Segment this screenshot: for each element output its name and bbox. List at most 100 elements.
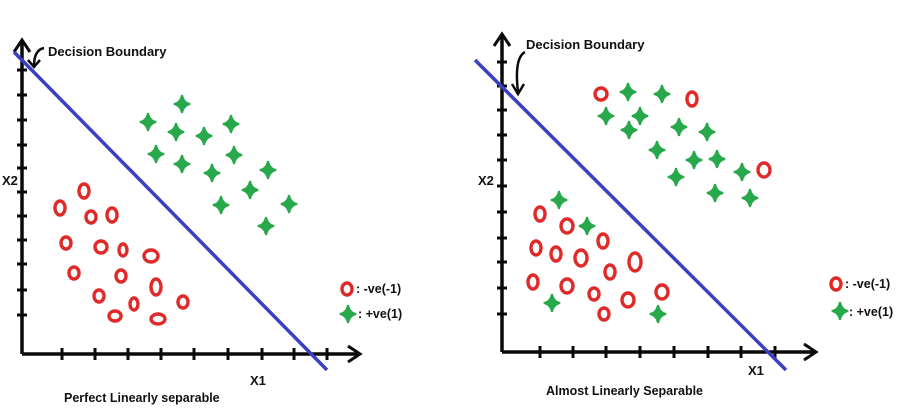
left-boundary-pointer-arrowhead bbox=[27, 59, 41, 69]
negative-point bbox=[603, 263, 617, 281]
negative-point bbox=[114, 268, 128, 284]
left-legend: : -ve(-1) : +ve(1) bbox=[339, 281, 402, 324]
positive-point bbox=[222, 114, 240, 134]
left-caption: Perfect Linearly separable bbox=[64, 391, 220, 405]
positive-point bbox=[147, 144, 165, 164]
negative-point bbox=[93, 239, 109, 255]
right-x-arrowhead bbox=[803, 342, 819, 362]
negative-point bbox=[597, 306, 611, 322]
negative-point bbox=[128, 296, 140, 312]
negative-point bbox=[107, 309, 123, 323]
left-decision-boundary-line bbox=[12, 50, 329, 372]
left-legend-positive-label: : +ve(1) bbox=[358, 307, 402, 321]
negative-point bbox=[559, 217, 575, 235]
right-legend-positive-label: : +ve(1) bbox=[849, 305, 893, 319]
positive-point bbox=[619, 82, 637, 102]
left-x-axis-label: X1 bbox=[250, 373, 266, 388]
right-axis-ticks bbox=[497, 60, 777, 358]
negative-point bbox=[559, 277, 575, 295]
right-legend-negative-marker bbox=[829, 276, 843, 292]
left-legend-positive-icon bbox=[339, 304, 357, 324]
negative-point bbox=[620, 291, 636, 309]
positive-point bbox=[667, 167, 685, 187]
negative-point bbox=[149, 277, 163, 297]
positive-point bbox=[543, 293, 561, 313]
positive-point bbox=[706, 183, 724, 203]
right-panel: Decision Boundary X2 X1 Almost Linearly … bbox=[473, 31, 893, 398]
positive-point bbox=[225, 145, 243, 165]
positive-point bbox=[241, 180, 259, 200]
right-boundary-label: Decision Boundary bbox=[526, 37, 645, 52]
positive-point bbox=[698, 122, 716, 142]
negative-point bbox=[176, 294, 190, 310]
left-legend-negative-icon bbox=[340, 281, 354, 297]
negative-point bbox=[526, 273, 540, 291]
left-axes bbox=[12, 37, 363, 364]
positive-point bbox=[173, 154, 191, 174]
negative-point bbox=[756, 161, 772, 179]
positive-point bbox=[212, 195, 230, 215]
left-axis-ticks bbox=[17, 68, 329, 360]
right-data-points bbox=[526, 82, 772, 324]
positive-point bbox=[139, 112, 157, 132]
right-legend-negative-label: : -ve(-1) bbox=[845, 277, 890, 291]
right-y-arrowhead bbox=[492, 31, 512, 47]
positive-point bbox=[173, 94, 191, 114]
right-legend-positive-marker bbox=[831, 301, 849, 321]
negative-point bbox=[685, 90, 699, 108]
right-legend-positive-icon bbox=[831, 301, 849, 321]
negative-point bbox=[533, 205, 547, 223]
positive-point bbox=[195, 126, 213, 146]
positive-point bbox=[578, 216, 596, 236]
right-x-axis-label: X1 bbox=[748, 363, 764, 378]
positive-point bbox=[257, 216, 275, 236]
positive-point bbox=[708, 149, 726, 169]
left-boundary-label: Decision Boundary bbox=[48, 44, 167, 59]
positive-point bbox=[167, 122, 185, 142]
left-data-points bbox=[53, 94, 298, 326]
left-x-arrowhead bbox=[347, 344, 363, 364]
right-legend-negative-icon bbox=[829, 276, 843, 292]
right-boundary-pointer-arrow bbox=[515, 50, 526, 93]
positive-point bbox=[597, 106, 615, 126]
positive-point bbox=[741, 188, 759, 208]
negative-point bbox=[593, 86, 609, 102]
negative-point bbox=[573, 248, 589, 268]
negative-point bbox=[587, 286, 601, 302]
positive-point bbox=[631, 106, 649, 126]
right-boundary-pointer-arrowhead bbox=[510, 83, 526, 97]
negative-point bbox=[105, 206, 119, 224]
right-caption: Almost Linearly Separable bbox=[546, 384, 703, 398]
negative-point bbox=[596, 232, 610, 250]
negative-point bbox=[53, 199, 67, 217]
negative-point bbox=[549, 245, 563, 263]
left-y-arrowhead bbox=[12, 37, 32, 53]
positive-point bbox=[653, 84, 671, 104]
positive-point bbox=[259, 160, 277, 180]
negative-point bbox=[117, 242, 129, 258]
positive-point bbox=[670, 117, 688, 137]
positive-point bbox=[550, 190, 568, 210]
negative-point bbox=[67, 265, 81, 281]
positive-point bbox=[280, 194, 298, 214]
positive-point bbox=[733, 162, 751, 182]
negative-point bbox=[59, 235, 73, 251]
positive-point bbox=[685, 150, 703, 170]
negative-point bbox=[77, 182, 91, 200]
positive-point bbox=[649, 304, 667, 324]
negative-point bbox=[92, 288, 106, 304]
left-legend-negative-marker bbox=[340, 281, 354, 297]
negative-point bbox=[529, 239, 543, 257]
left-y-axis-label: X2 bbox=[2, 173, 18, 188]
negative-point bbox=[84, 209, 98, 225]
negative-point bbox=[627, 251, 643, 273]
positive-point bbox=[620, 120, 638, 140]
negative-point bbox=[149, 312, 167, 326]
right-decision-boundary-line bbox=[473, 58, 788, 372]
negative-point bbox=[142, 248, 160, 264]
right-y-axis-label: X2 bbox=[478, 173, 494, 188]
right-legend: : -ve(-1) : +ve(1) bbox=[829, 276, 893, 321]
positive-point bbox=[648, 140, 666, 160]
positive-point bbox=[203, 163, 221, 183]
